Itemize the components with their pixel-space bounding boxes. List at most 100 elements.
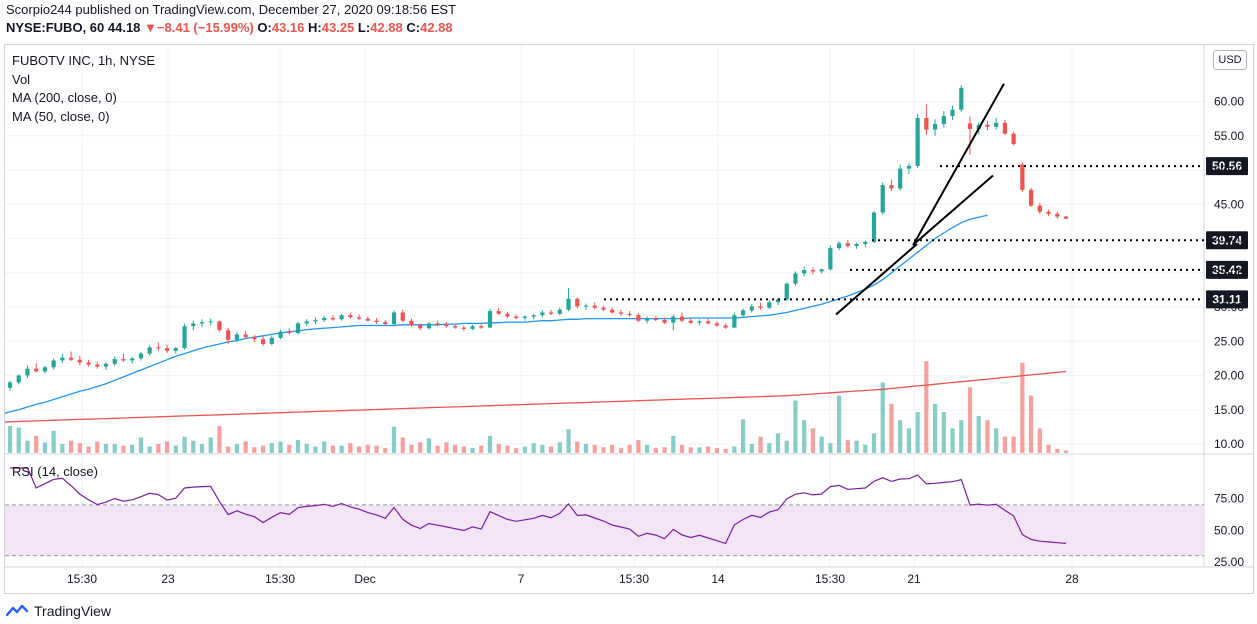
candle xyxy=(418,325,423,329)
rsi-band xyxy=(5,504,1204,556)
rsi-line xyxy=(10,467,1067,545)
candle xyxy=(1020,164,1025,190)
time-tick: 15:30 xyxy=(815,572,845,586)
candle xyxy=(583,305,589,307)
candle xyxy=(287,331,292,334)
currency-badge[interactable]: USD xyxy=(1213,50,1247,70)
volume-bar xyxy=(313,446,318,453)
candle xyxy=(7,382,13,388)
price-tick: 55.00 xyxy=(1214,129,1244,143)
volume-bar xyxy=(383,448,388,453)
candle xyxy=(679,316,685,321)
candle xyxy=(409,320,414,326)
volume-bar xyxy=(164,441,170,453)
candle xyxy=(828,248,833,270)
volume-bar xyxy=(217,425,222,453)
time-tick: 28 xyxy=(1065,572,1079,586)
close-label: C: xyxy=(406,20,421,35)
candle xyxy=(1055,213,1060,217)
legend-vol: Vol xyxy=(12,71,31,87)
volume-bar xyxy=(1063,450,1069,453)
candle xyxy=(95,364,100,367)
volume-bar xyxy=(391,426,397,453)
volume-bar xyxy=(173,445,178,453)
volume-bar xyxy=(959,420,964,453)
candle xyxy=(452,326,458,328)
candle xyxy=(906,165,912,169)
candle xyxy=(426,323,432,329)
volume-bar xyxy=(426,438,432,453)
volume-bar xyxy=(234,443,240,453)
volume-bar xyxy=(461,446,466,453)
volume-bar xyxy=(749,443,754,453)
candle xyxy=(34,368,39,372)
level-badge xyxy=(1206,290,1248,309)
price-tick: 40.00 xyxy=(1214,232,1244,246)
candle xyxy=(156,347,161,349)
author[interactable]: Scorpio244 xyxy=(6,2,72,17)
open-value: 43.16 xyxy=(271,20,305,35)
brand[interactable]: TradingView xyxy=(6,603,111,619)
candle xyxy=(723,325,728,328)
volume-bar xyxy=(627,444,632,453)
candle xyxy=(697,321,702,323)
candle xyxy=(767,302,772,308)
volume-bar xyxy=(863,444,868,453)
high-label: H: xyxy=(308,20,322,35)
candle xyxy=(540,312,545,316)
chart-frame[interactable] xyxy=(4,44,1254,594)
candle xyxy=(758,306,763,308)
volume-bar xyxy=(374,445,379,453)
candle xyxy=(1011,133,1016,144)
volume-bar xyxy=(147,446,152,453)
volume-bar xyxy=(452,444,458,453)
candle xyxy=(130,358,135,361)
volume-bar xyxy=(470,448,475,453)
candle xyxy=(496,311,501,314)
candle xyxy=(941,115,946,125)
price-tick: 60.00 xyxy=(1214,95,1244,109)
volume-bar xyxy=(252,447,257,453)
volume-bar xyxy=(644,444,650,453)
volume-bar xyxy=(7,425,13,453)
rsi-tick: 75.00 xyxy=(1214,492,1244,506)
candle xyxy=(994,122,999,127)
ohlc-summary: NYSE:FUBO, 60 44.18 ▼−8.41 (−15.99%) O:4… xyxy=(6,20,453,35)
candle xyxy=(470,326,475,329)
volume-bar xyxy=(854,440,859,453)
volume-bar xyxy=(330,445,336,453)
candle xyxy=(330,317,336,320)
time-tick: 21 xyxy=(907,572,921,586)
volume-bar xyxy=(967,387,973,453)
volume-bar xyxy=(662,447,667,453)
candle xyxy=(566,298,571,310)
volume-bar xyxy=(932,403,938,453)
candle xyxy=(147,347,152,354)
volume-bar xyxy=(679,444,685,453)
price-tick: 20.00 xyxy=(1214,369,1244,383)
volume-bar xyxy=(880,382,885,453)
volume-bar xyxy=(138,437,144,453)
volume-bar xyxy=(487,435,493,453)
volume-bar xyxy=(25,440,30,453)
volume-bar xyxy=(845,439,850,453)
volume-bar xyxy=(130,444,135,453)
volume-bar xyxy=(819,436,824,453)
volume-bar xyxy=(1028,395,1034,453)
candle xyxy=(863,241,868,244)
candle xyxy=(836,243,842,249)
volume-bar xyxy=(784,440,789,453)
candle xyxy=(522,316,528,318)
candle xyxy=(793,273,798,284)
volume-bar xyxy=(77,443,82,453)
ma50-line xyxy=(4,214,988,414)
candle xyxy=(1028,189,1034,206)
candle xyxy=(845,243,850,247)
candle xyxy=(706,321,711,324)
volume-bar xyxy=(479,445,484,453)
price-change: −8.41 (−15.99%) xyxy=(156,20,254,35)
rsi-label: RSI (14, close) xyxy=(12,464,98,479)
volume-bar xyxy=(706,446,711,453)
open-label: O: xyxy=(257,20,272,35)
